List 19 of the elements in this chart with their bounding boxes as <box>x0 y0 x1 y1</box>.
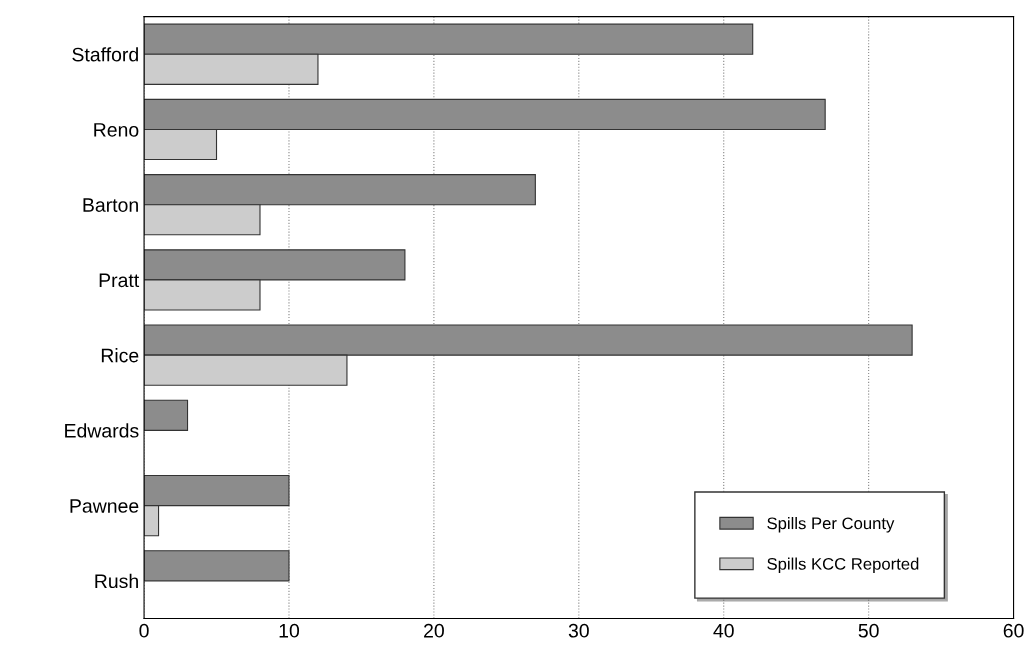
x-tick-label: 60 <box>1003 623 1024 638</box>
y-tick-label: Rice <box>101 348 139 363</box>
x-tick-label: 0 <box>139 623 149 638</box>
x-tick-label: 40 <box>713 623 734 638</box>
x-tick-label: 20 <box>424 623 444 638</box>
y-tick-label: Reno <box>94 123 139 137</box>
y-tick-label: Edwards <box>65 423 139 438</box>
y-tick-label: Barton <box>83 198 138 212</box>
x-tick-label: 30 <box>568 623 589 638</box>
bar <box>144 550 290 582</box>
y-tick-label: Pratt <box>99 273 140 288</box>
legend-label: Spills Per County <box>767 517 895 533</box>
x-tick-label: 50 <box>858 623 879 638</box>
x-tick-label: 10 <box>279 623 300 638</box>
y-tick-label: Pawnee <box>70 499 139 513</box>
y-tick-label: Rush <box>95 573 138 589</box>
bar <box>144 399 189 431</box>
y-tick-label: Stafford <box>72 47 138 62</box>
legend-label: Spills KCC Reported <box>767 557 919 574</box>
